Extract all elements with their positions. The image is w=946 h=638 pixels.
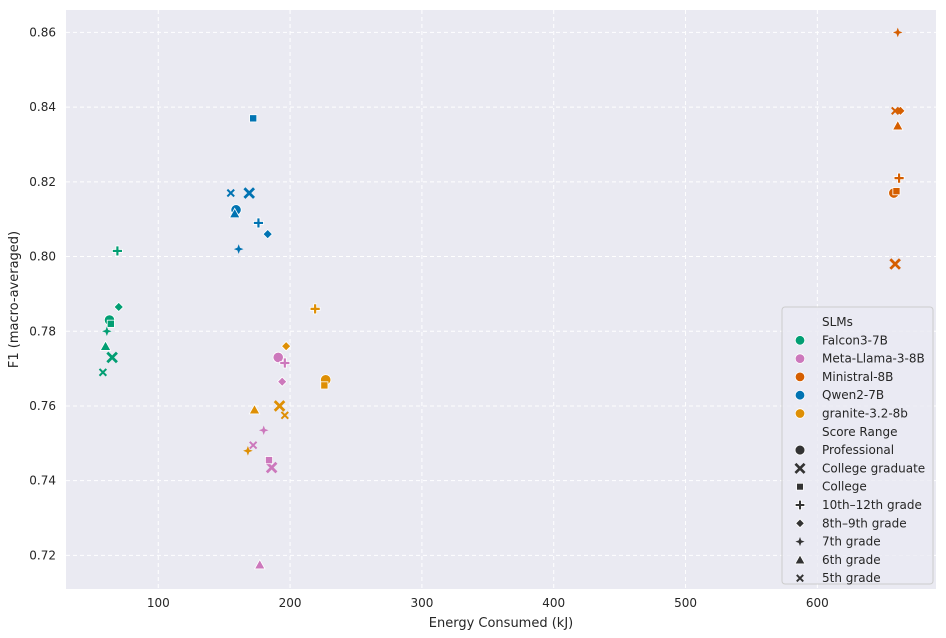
data-point	[233, 244, 244, 254]
data-point	[892, 27, 903, 38]
legend-label: 6th grade	[822, 553, 881, 567]
legend: SLMs Falcon3-7B Meta-Llama-3-8B Ministral-…	[781, 306, 934, 585]
legend-label: granite-3.2-8b	[822, 407, 908, 421]
data-point	[264, 456, 273, 465]
legend-marker	[794, 499, 806, 511]
data-point	[226, 188, 235, 198]
legend-marker	[794, 554, 806, 565]
legend-label: 8th–9th grade	[822, 516, 907, 530]
legend-label: 7th grade	[822, 535, 881, 549]
legend-label: College	[822, 480, 867, 494]
legend-marker	[794, 462, 806, 474]
data-point	[106, 319, 115, 328]
legend-label: Professional	[822, 443, 894, 457]
legend-marker	[796, 574, 804, 583]
x-axis-ticks: 100 200 300 400 500 600	[147, 596, 829, 610]
y-tick-label: 0.80	[29, 250, 56, 264]
data-point	[309, 303, 321, 315]
x-tick-label: 400	[542, 596, 565, 610]
x-tick-label: 100	[147, 596, 170, 610]
legend-label: College graduate	[822, 461, 925, 475]
y-tick-label: 0.76	[29, 399, 56, 413]
data-point	[248, 403, 261, 415]
y-tick-label: 0.74	[29, 474, 56, 488]
data-point	[280, 411, 289, 420]
legend-marker	[794, 444, 806, 456]
legend-marker	[795, 537, 805, 547]
legend-marker	[794, 408, 806, 419]
data-point	[249, 441, 258, 450]
data-point	[106, 351, 118, 364]
data-point	[320, 381, 329, 390]
data-point	[253, 217, 264, 229]
data-point	[243, 445, 253, 456]
y-tick-label: 0.82	[29, 175, 56, 189]
legend-label: 10th–12th grade	[822, 498, 922, 512]
data-point	[889, 258, 901, 270]
y-tick-label: 0.84	[29, 100, 56, 114]
x-tick-label: 300	[410, 596, 433, 610]
data-point	[112, 245, 123, 257]
y-tick-label: 0.72	[29, 548, 56, 562]
data-point	[279, 357, 291, 369]
x-axis-label: Energy Consumed (kJ)	[429, 616, 573, 631]
data-point	[258, 425, 269, 436]
y-axis-label: F1 (macro-averaged)	[7, 231, 22, 368]
data-point	[102, 326, 112, 337]
legend-marker	[795, 518, 805, 529]
data-point	[253, 558, 266, 570]
data-point	[262, 228, 273, 240]
data-point	[891, 106, 900, 115]
legend-style-title: Score Range	[822, 425, 897, 439]
legend-label: Falcon3-7B	[822, 333, 888, 347]
legend-marker	[794, 390, 806, 401]
x-tick-label: 200	[279, 596, 302, 610]
data-point	[280, 341, 292, 352]
data-point	[265, 461, 278, 474]
data-point	[98, 368, 108, 377]
legend-label: Meta-Llama-3-8B	[822, 352, 925, 366]
x-tick-label: 600	[806, 596, 829, 610]
legend-box	[781, 306, 934, 585]
legend-style-items: Professional College graduate College 10th–…	[794, 443, 925, 585]
legend-marker	[794, 335, 806, 346]
legend-label: Ministral-8B	[822, 370, 893, 384]
y-tick-label: 0.78	[29, 324, 56, 338]
data-point	[272, 351, 284, 363]
legend-hue-title: SLMs	[822, 315, 853, 329]
legend-marker	[794, 371, 806, 383]
data-point	[273, 400, 286, 412]
legend-hue-items: Falcon3-7B Meta-Llama-3-8B Ministral-8B Qwe…	[794, 333, 925, 421]
data-point	[249, 114, 258, 123]
data-point	[228, 207, 241, 219]
data-point	[892, 187, 901, 196]
data-point	[891, 119, 904, 131]
y-axis-ticks: 0.72 0.74 0.76 0.78 0.80 0.82 0.84 0.86	[29, 25, 56, 562]
data-point	[277, 376, 288, 387]
data-point	[243, 187, 256, 199]
data-points	[98, 27, 906, 570]
legend-label: Qwen2-7B	[822, 388, 884, 402]
legend-marker	[796, 482, 804, 491]
legend-marker	[794, 353, 806, 364]
y-tick-label: 0.86	[29, 25, 56, 39]
x-tick-label: 500	[674, 596, 697, 610]
data-point	[113, 301, 124, 313]
data-point	[99, 340, 112, 351]
data-point	[893, 172, 905, 184]
legend-label: 5th grade	[822, 571, 881, 585]
